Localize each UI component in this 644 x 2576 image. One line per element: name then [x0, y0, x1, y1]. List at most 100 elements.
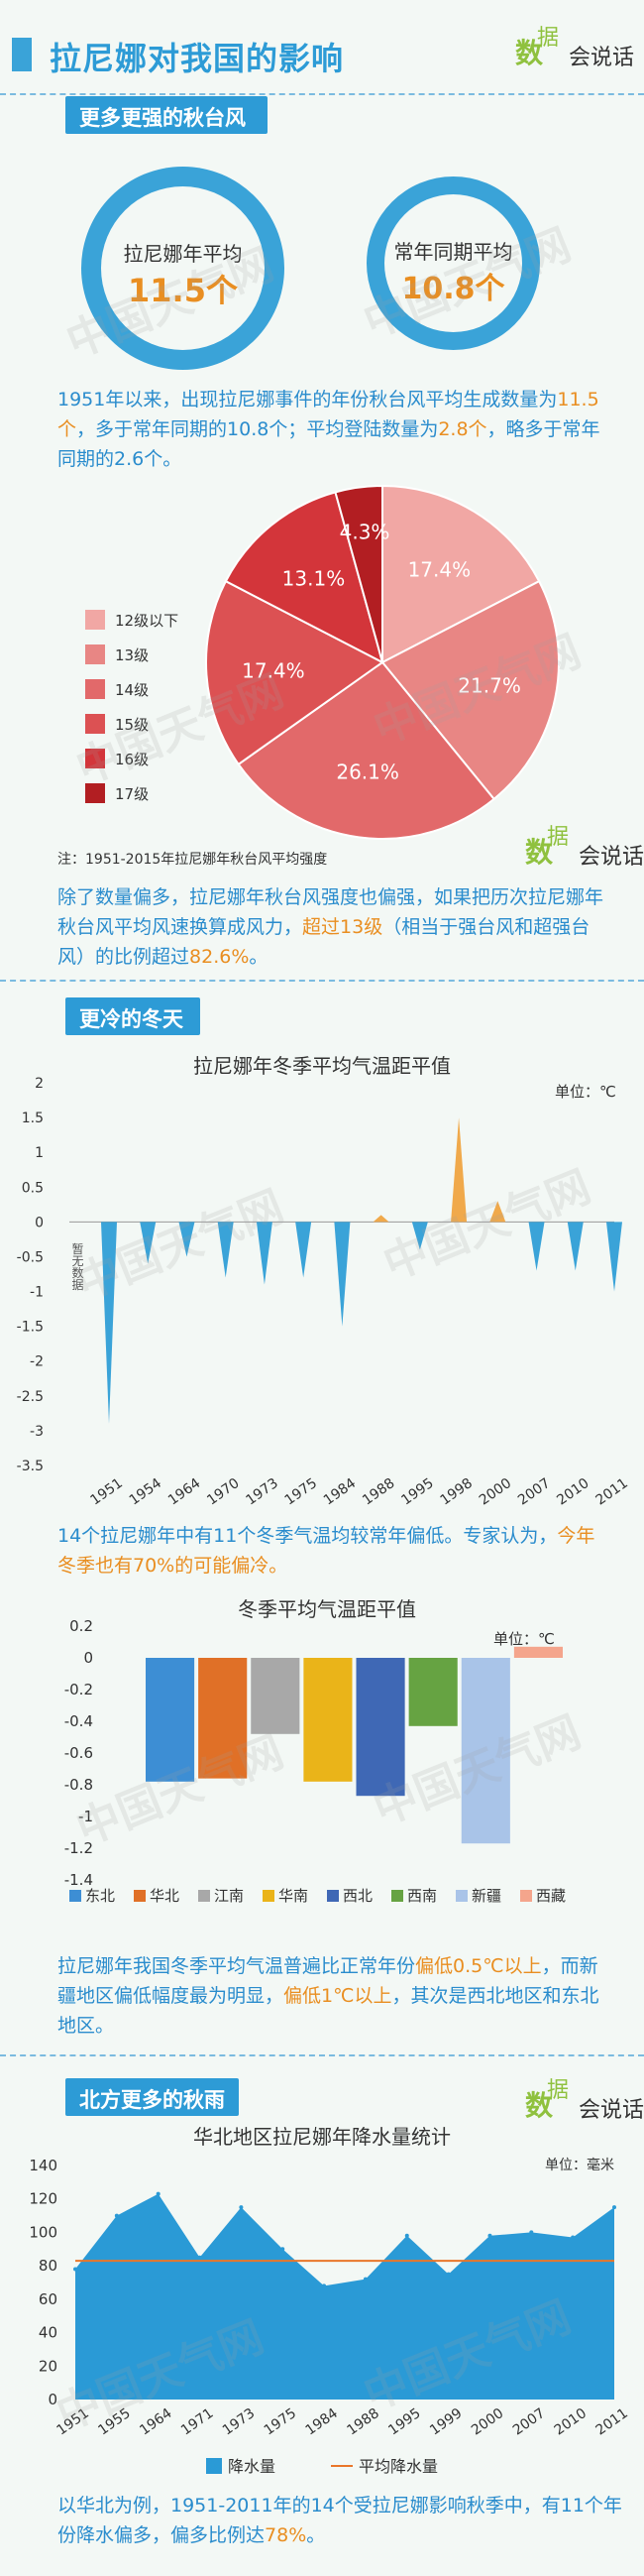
data-point [114, 2213, 119, 2218]
divider [0, 93, 644, 95]
y-tick-label: 20 [39, 2357, 57, 2375]
y-tick-label: 40 [39, 2324, 57, 2342]
y-tick-label: -0.5 [17, 1249, 44, 1265]
anomaly-spike [373, 1215, 389, 1223]
y-tick-label: -0.8 [64, 1776, 93, 1794]
x-tick-label: 2007 [515, 1475, 553, 1509]
pie-slice [205, 579, 384, 766]
y-tick-label: -1 [78, 1808, 93, 1825]
precipitation-area [75, 2193, 614, 2400]
anomaly-spike [256, 1222, 272, 1285]
chart-unit: 单位：℃ [555, 1083, 616, 1101]
data-point [322, 2283, 327, 2288]
legend-swatch [69, 1890, 81, 1902]
regional-text: 拉尼娜年我国冬季平均气温普遍比正常年份偏低0.5℃以上，而新疆地区偏低幅度最为明… [57, 1955, 599, 2037]
legend-swatch [391, 1890, 403, 1902]
y-tick-label: 80 [39, 2257, 57, 2275]
data-point [363, 2277, 368, 2282]
y-tick-label: -1.4 [64, 1871, 93, 1889]
anomaly-spike [334, 1222, 351, 1327]
y-tick-label: -1 [30, 1285, 44, 1301]
data-point [571, 2235, 576, 2240]
chart-unit: 单位：毫米 [545, 2157, 614, 2173]
chart-title: 华北地区拉尼娜年降水量统计 [193, 2125, 451, 2149]
y-tick-label: 140 [29, 2157, 57, 2174]
pie-slice-label: 26.1% [336, 760, 399, 783]
pie-slice-label: 13.1% [282, 566, 346, 590]
legend-swatch [85, 714, 105, 734]
x-tick-label: 1998 [438, 1475, 476, 1509]
pie-slice-label: 17.4% [242, 659, 305, 683]
bar [513, 1646, 563, 1658]
chart-unit: 单位：℃ [493, 1630, 555, 1648]
legend-swatch [456, 1890, 468, 1902]
legend-label: 15级 [115, 716, 150, 734]
anomaly-spike [567, 1222, 584, 1271]
legend-swatch [206, 2458, 222, 2474]
y-tick-label: 2 [35, 1076, 44, 1092]
x-tick-label: 1995 [398, 1475, 436, 1509]
bar [146, 1658, 195, 1782]
y-tick-label: 0 [83, 1649, 93, 1667]
x-tick-label: 1999 [427, 2405, 465, 2439]
ring-value: 11.5个 [128, 272, 238, 309]
legend-swatch [85, 783, 105, 803]
legend-swatch [263, 1890, 274, 1902]
legend-label: 华北 [150, 1887, 179, 1905]
legend-label: 17级 [115, 785, 150, 803]
legend-label: 新疆 [472, 1887, 501, 1905]
data-point [612, 2205, 616, 2210]
chart-title: 拉尼娜年冬季平均气温距平值 [193, 1054, 451, 1078]
typhoon-intensity-pie: 17.4% 21.7% 26.1% 17.4% 13.1% 4.3% [205, 484, 560, 840]
ring-value: 10.8个 [401, 272, 505, 306]
y-tick-label: 0 [48, 2391, 57, 2408]
ring-label: 拉尼娜年平均 [123, 242, 243, 266]
legend-label: 西南 [407, 1887, 437, 1905]
anomaly-spike [178, 1222, 195, 1257]
y-tick-label: -1.2 [64, 1839, 93, 1857]
legend-swatch [198, 1890, 210, 1902]
x-tick-label: 1988 [360, 1475, 397, 1509]
legend-swatch [85, 644, 105, 664]
legend-swatch [327, 1890, 339, 1902]
brand-logo: 数据会说话 [525, 2078, 644, 2123]
x-tick-label: 1984 [321, 1475, 359, 1509]
legend-label: 西藏 [536, 1887, 566, 1905]
brand-logo: 数据会说话 [525, 825, 644, 870]
x-tick-label: 1975 [282, 1475, 320, 1509]
x-tick-label: 1951 [88, 1475, 126, 1509]
pie-slice-label: 4.3% [340, 521, 390, 544]
page-title: 拉尼娜对我国的影响 [50, 40, 345, 77]
x-tick-label: 1973 [220, 2405, 258, 2439]
pie-slice [224, 491, 384, 664]
x-tick-label: 1954 [127, 1475, 164, 1509]
anomaly-spike [217, 1222, 234, 1278]
data-point [404, 2233, 409, 2238]
y-tick-label: -0.6 [64, 1744, 93, 1762]
x-tick-label: 1971 [178, 2405, 216, 2439]
legend-label: 东北 [85, 1887, 115, 1905]
x-tick-label: 1970 [204, 1475, 242, 1509]
ring-normal-avg: 常年同期平均 10.8个 [367, 176, 540, 350]
ring-label: 常年同期平均 [393, 240, 513, 264]
y-tick-label: -0.2 [64, 1681, 93, 1698]
anomaly-spike [489, 1201, 506, 1223]
data-point [280, 2247, 285, 2252]
anomaly-spike [451, 1117, 468, 1223]
page-header: 拉尼娜对我国的影响 数据会说话 [0, 12, 644, 93]
pie-slice-label: 17.4% [408, 558, 472, 582]
anomaly-spike [101, 1222, 117, 1424]
anomaly-spike [295, 1222, 312, 1278]
x-tick-label: 2011 [593, 2405, 631, 2439]
x-tick-label: 2010 [554, 1475, 591, 1509]
legend-label: 降水量 [228, 2457, 275, 2476]
legend-label: 平均降水量 [359, 2457, 438, 2476]
y-tick-label: -0.4 [64, 1712, 93, 1730]
y-tick-label: 1.5 [22, 1111, 44, 1126]
legend-swatch [134, 1890, 146, 1902]
x-tick-label: 2010 [552, 2405, 590, 2439]
x-tick-label: 2011 [593, 1475, 631, 1509]
y-tick-label: 0.2 [69, 1617, 93, 1635]
pie-slice-label: 21.7% [458, 673, 521, 697]
y-tick-label: 0 [35, 1215, 44, 1230]
